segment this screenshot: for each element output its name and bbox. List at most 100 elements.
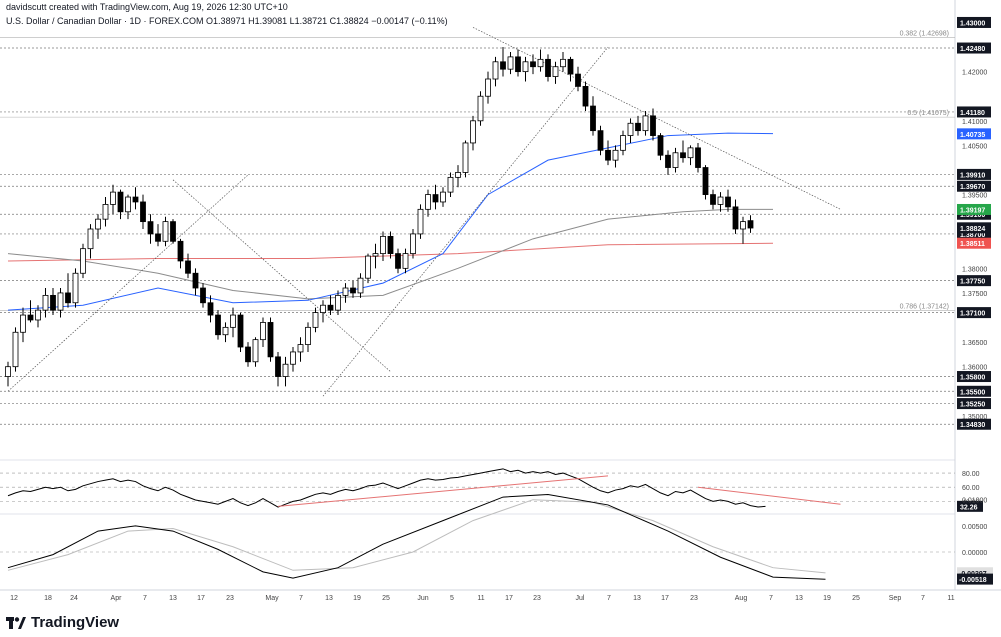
price-tag	[957, 180, 991, 192]
time-tick-label: 7	[607, 595, 611, 602]
time-tick-label: 17	[197, 595, 205, 602]
candle	[327, 304, 334, 311]
time-tick-label: 23	[226, 595, 234, 602]
macd-tick-label: 0.00000	[962, 550, 987, 557]
trendline	[322, 46, 609, 397]
candle	[80, 248, 86, 274]
candle	[612, 149, 619, 161]
rsi-tick-label: 60.00	[962, 485, 980, 492]
fib-label: 0.786 (1.37142)	[900, 304, 949, 311]
candle	[110, 191, 116, 205]
candle	[747, 220, 754, 229]
brand-name: TradingView	[31, 614, 120, 631]
time-tick-label: 13	[795, 595, 803, 602]
candle	[372, 253, 379, 257]
time-tick-label: 11	[477, 595, 484, 602]
candle	[95, 218, 101, 230]
fib-label: 0.5 (1.41075)	[907, 110, 949, 117]
time-tick-label: 25	[382, 595, 390, 602]
candle	[237, 314, 244, 348]
candle	[290, 351, 296, 365]
price-tag	[957, 237, 991, 249]
time-tick-label: 24	[70, 595, 78, 602]
price-tag	[957, 128, 991, 140]
candle	[402, 253, 409, 269]
candle	[5, 366, 11, 377]
candle	[492, 61, 499, 80]
price-tag-label: 1.41180	[960, 110, 985, 117]
candle	[500, 61, 506, 70]
candle	[57, 292, 64, 311]
candle	[342, 287, 349, 296]
candle	[387, 235, 394, 254]
candle	[432, 194, 439, 203]
time-tick-label: 23	[533, 595, 541, 602]
candle	[582, 85, 589, 107]
candle	[725, 196, 731, 208]
candle	[740, 221, 746, 230]
candle	[230, 314, 236, 328]
candle	[477, 95, 484, 122]
candle	[462, 142, 469, 173]
candle	[245, 346, 251, 363]
candle	[672, 152, 679, 168]
price-tick-label: 1.36000	[962, 365, 987, 372]
time-tick-label: 17	[661, 595, 669, 602]
price-tag-label: 1.38700	[960, 232, 985, 239]
rsi-value-tag	[957, 500, 983, 512]
candle	[140, 201, 146, 223]
trendline	[472, 27, 841, 210]
tradingview-logo: TradingView	[6, 614, 119, 631]
price-tick-label: 1.39500	[962, 193, 987, 200]
candle	[162, 221, 169, 242]
price-tag-label: 1.38511	[960, 241, 985, 248]
candle	[305, 326, 311, 345]
price-tag-label: 1.35500	[960, 389, 985, 396]
candle	[357, 277, 364, 294]
candle	[350, 287, 356, 294]
candle	[732, 206, 739, 230]
candle	[185, 260, 191, 274]
rsi-line	[7, 468, 766, 508]
candle	[425, 194, 431, 210]
price-tag-label: 1.37750	[960, 279, 985, 286]
price-tag	[957, 42, 991, 54]
candle	[132, 196, 139, 203]
price-tick-label: 1.35000	[962, 414, 987, 421]
candle	[507, 56, 514, 70]
candle	[417, 208, 424, 235]
candle	[260, 322, 266, 341]
time-tick-label: May	[265, 595, 279, 602]
time-tick-label: 12	[10, 595, 18, 602]
candle	[50, 294, 56, 311]
candle	[215, 314, 221, 336]
candle	[515, 56, 521, 73]
candle	[560, 58, 566, 68]
candle	[597, 130, 604, 151]
time-tick-label: Apr	[111, 595, 123, 602]
price-tag-label: 1.43000	[960, 20, 985, 27]
chart-author-line: davidscutt created with TradingView.com,…	[6, 2, 288, 12]
time-tick-label: 18	[44, 595, 52, 602]
time-tick-label: 13	[169, 595, 177, 602]
candle	[27, 314, 34, 321]
candle	[650, 115, 656, 136]
candle	[545, 58, 551, 77]
candle	[35, 309, 41, 321]
candle	[455, 172, 461, 178]
candle	[312, 312, 319, 328]
price-tag	[957, 418, 991, 430]
price-tag-label: 1.35250	[960, 402, 985, 409]
candle	[537, 58, 544, 68]
candle	[87, 228, 94, 250]
time-tick-label: 7	[769, 595, 773, 602]
time-tick-label: Jul	[576, 595, 585, 602]
macd-signal-line	[7, 499, 826, 574]
price-tick-label: 1.38000	[962, 266, 987, 273]
candle	[680, 152, 686, 159]
candle	[695, 147, 701, 168]
candle	[657, 135, 664, 156]
price-tag-label: 1.39197	[960, 207, 985, 214]
rsi-tick-label: 80.00	[962, 471, 980, 478]
